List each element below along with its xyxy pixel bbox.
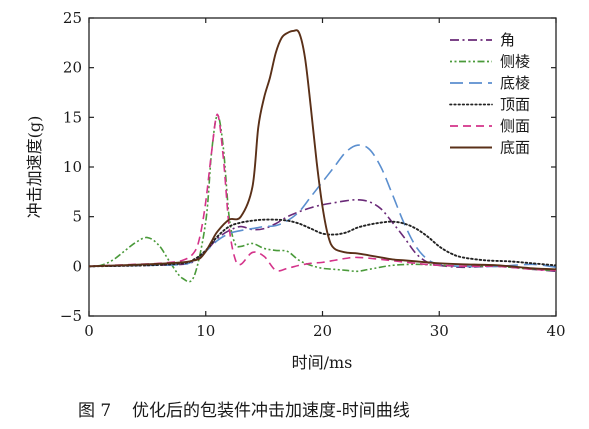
y-axis-title: 冲击加速度(g) <box>25 116 44 219</box>
x-tick-label: 30 <box>430 322 449 340</box>
legend-label: 底面 <box>500 139 530 157</box>
y-tick-label: 0 <box>72 257 82 275</box>
plot-frame <box>88 17 557 317</box>
legend-label: 顶面 <box>500 96 530 114</box>
x-tick-label: 20 <box>313 322 332 340</box>
y-tick-label: 15 <box>63 108 82 126</box>
legend-label: 侧棱 <box>500 53 530 71</box>
y-tick-label: 10 <box>63 158 82 176</box>
legend-label: 底棱 <box>500 74 530 92</box>
x-tick-label: 40 <box>546 322 565 340</box>
legend-label: 侧面 <box>500 117 530 135</box>
series-lines <box>89 29 556 283</box>
y-tick-label: 25 <box>63 9 82 27</box>
x-tick-label: 10 <box>196 322 215 340</box>
series-line-4 <box>89 218 556 268</box>
legend-label: 角 <box>500 31 515 49</box>
series-line-2 <box>89 114 556 283</box>
x-axis-title: 时间/ms <box>292 353 353 372</box>
x-tick-label: 0 <box>84 322 94 340</box>
y-tick-label: 5 <box>72 208 82 226</box>
figure-caption-number: 图 7 <box>78 401 111 421</box>
series-line-5 <box>89 113 556 272</box>
y-tick-label: 20 <box>63 59 82 77</box>
series-line-6 <box>89 29 556 271</box>
series-line-3 <box>89 144 556 269</box>
figure-caption-text: 优化后的包装件冲击加速度-时间曲线 <box>132 401 410 421</box>
y-tick-label: −5 <box>60 307 82 325</box>
